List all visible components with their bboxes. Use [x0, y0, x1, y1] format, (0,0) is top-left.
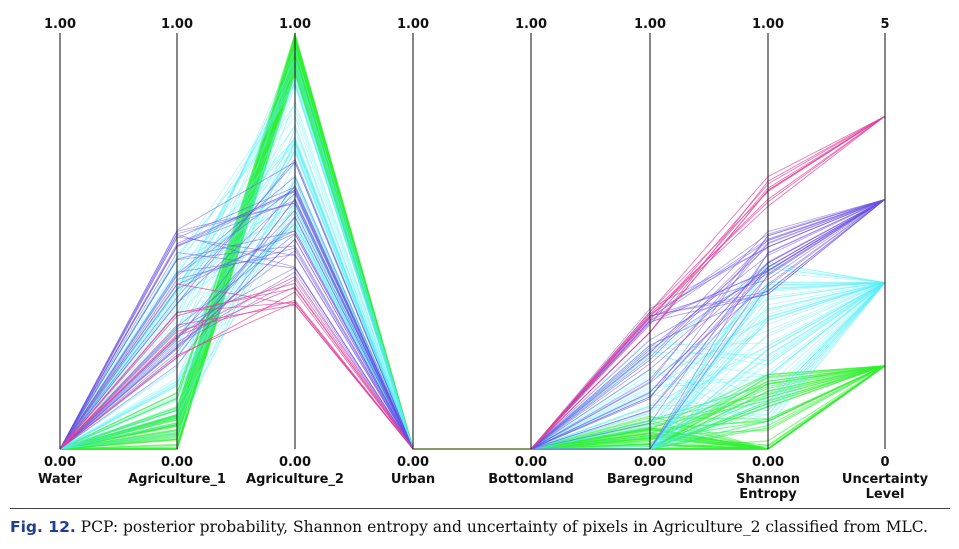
axis-min-label-7: 0: [880, 455, 889, 470]
axis-max-label-6: 1.00: [752, 17, 784, 32]
series-group-level-4: [59, 115, 886, 450]
axis-max-label-4: 1.00: [515, 17, 547, 32]
axis-max-label-7: 5: [880, 17, 889, 32]
axis-name-label-1: Agriculture_1: [128, 472, 226, 487]
caption-label: Fig. 12.: [10, 518, 76, 536]
axis-min-label-2: 0.00: [279, 455, 311, 470]
axis-name-label-5: Bareground: [607, 472, 693, 487]
figure-caption: Fig. 12. PCP: posterior probability, Sha…: [10, 508, 950, 536]
axis-name-label-7-line0: Uncertainty: [842, 472, 929, 487]
axis-name-label-6-line1: Entropy: [739, 487, 797, 502]
axis-max-label-1: 1.00: [161, 17, 193, 32]
axis-max-label-5: 1.00: [634, 17, 666, 32]
axis-name-label-2: Agriculture_2: [246, 472, 344, 487]
axis-name-label-4: Bottomland: [488, 472, 574, 487]
axis-max-label-3: 1.00: [397, 17, 429, 32]
polylines-group: [59, 31, 886, 450]
axis-min-label-1: 0.00: [161, 455, 193, 470]
axis-name-label-3: Urban: [391, 472, 435, 487]
axis-name-label-0: Water: [38, 472, 83, 487]
axes-group: 1.00 0.00 Water 1.00 0.00 Agriculture_1 1.00 0.…: [38, 17, 929, 502]
axis-name-label-7-line1: Level: [866, 487, 905, 502]
axis-max-label-2: 1.00: [279, 17, 311, 32]
axis-name-label-6-line0: Shannon: [736, 472, 800, 487]
axis-max-label-0: 1.00: [44, 17, 76, 32]
caption-rule: [10, 508, 950, 509]
axis-min-label-5: 0.00: [634, 455, 666, 470]
pcp-chart: 1.00 0.00 Water 1.00 0.00 Agriculture_1 1.00 0.…: [38, 17, 929, 502]
caption-text: PCP: posterior probability, Shannon entr…: [75, 518, 928, 536]
axis-min-label-3: 0.00: [397, 455, 429, 470]
axis-min-label-6: 0.00: [752, 455, 784, 470]
axis-min-label-0: 0.00: [44, 455, 76, 470]
axis-min-label-4: 0.00: [515, 455, 547, 470]
pixel-line-level-4: [59, 115, 886, 450]
